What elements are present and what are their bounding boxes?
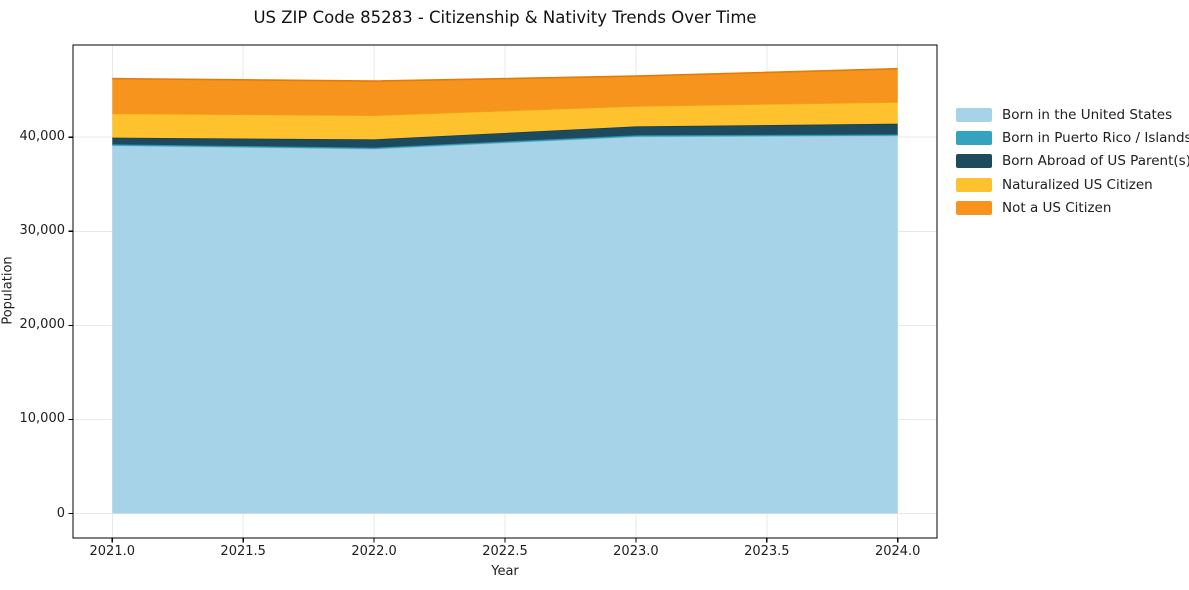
area-top-edge [112, 135, 898, 150]
y-axis-label: Population [0, 256, 16, 325]
area-born-abroad-of-us-parent-s [112, 123, 898, 148]
legend-item-not-a-us-citizen: Not a US Citizen [956, 197, 1189, 220]
legend-swatch-icon [956, 131, 992, 146]
legend: Born in the United States Born in Puerto … [956, 103, 1189, 220]
area-top-edge [112, 67, 898, 82]
legend-swatch-icon [956, 154, 992, 169]
x-tick-label: 2021.5 [220, 544, 266, 559]
area-top-edge [112, 133, 898, 149]
legend-item-born-abroad-of-us-parent-s: Born Abroad of US Parent(s) [956, 150, 1189, 173]
chart-title: US ZIP Code 85283 - Citizenship & Nativi… [253, 8, 757, 27]
legend-label: Born Abroad of US Parent(s) [1002, 153, 1189, 170]
y-tick-label: 20,000 [19, 317, 66, 333]
y-tick-label: 10,000 [19, 411, 66, 427]
area-naturalized-us-citizen [112, 102, 898, 140]
area-not-a-us-citizen [112, 68, 898, 116]
x-tick-label: 2024.0 [874, 544, 921, 559]
legend-item-naturalized-us-citizen: Naturalized US Citizen [956, 173, 1189, 196]
legend-label: Naturalized US Citizen [1002, 176, 1153, 193]
x-tick-label: 2022.0 [351, 544, 397, 559]
legend-label: Born in the United States [1002, 106, 1173, 123]
x-tick-label: 2021.0 [89, 544, 136, 559]
x-tick-label: 2023.5 [744, 544, 790, 559]
x-axis-label: Year [491, 564, 519, 579]
legend-swatch-icon [956, 201, 992, 216]
legend-item-born-in-the-united-states: Born in the United States [956, 103, 1189, 126]
legend-item-born-in-puerto-rico-islands: Born in Puerto Rico / Islands [956, 126, 1189, 149]
y-tick-label: 0 [56, 505, 65, 521]
y-tick-label: 40,000 [19, 129, 66, 145]
legend-label: Born in Puerto Rico / Islands [1002, 130, 1189, 147]
y-tick-label: 30,000 [19, 223, 66, 239]
x-tick-label: 2023.0 [613, 544, 659, 559]
area-born-in-the-united-states [112, 135, 898, 514]
legend-label: Not a US Citizen [1002, 200, 1112, 217]
legend-swatch-icon [956, 177, 992, 192]
legend-swatch-icon [956, 107, 992, 122]
x-tick-label: 2022.5 [482, 544, 528, 559]
